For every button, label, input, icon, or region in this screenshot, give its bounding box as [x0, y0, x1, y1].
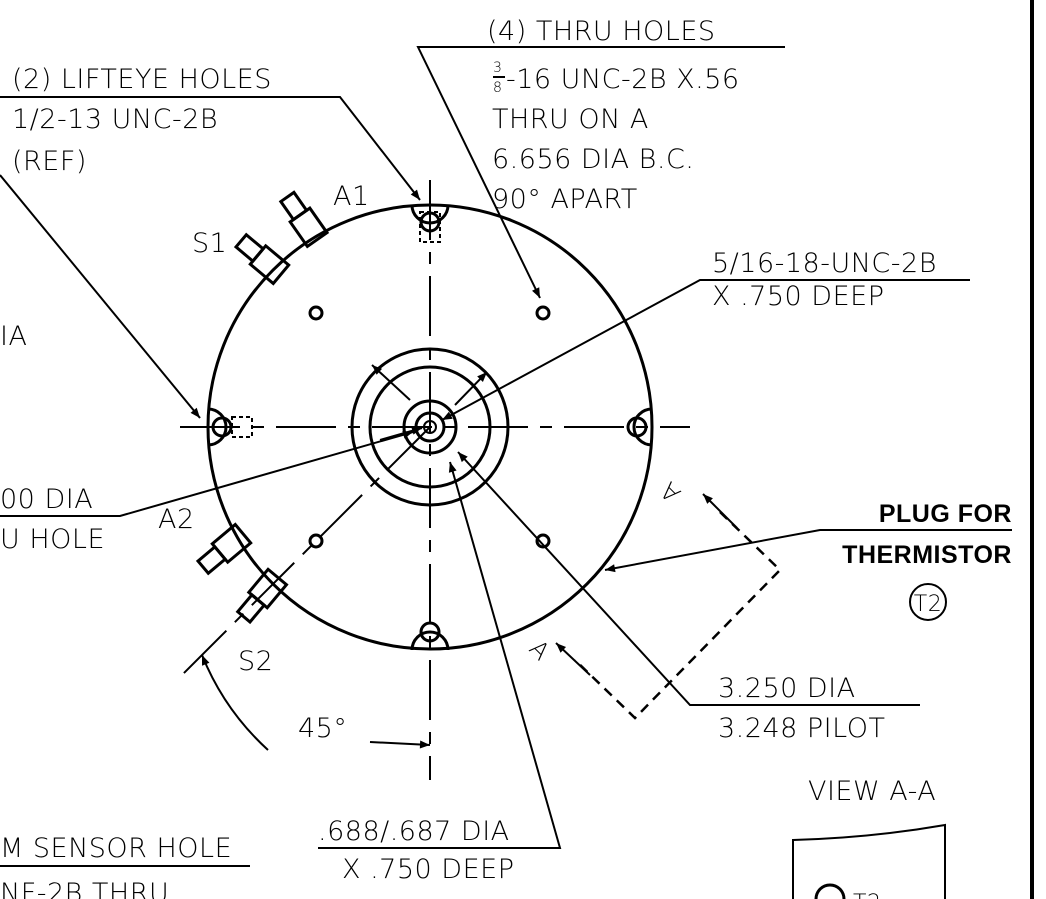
label: 3.248 PILOT	[718, 713, 885, 744]
label: IA	[0, 321, 27, 352]
labels: (4) THRU HOLES 3 8 -16 UNC-2B X.56 THRU …	[0, 16, 1012, 899]
label: (REF)	[12, 146, 87, 177]
label: A1	[333, 181, 370, 212]
label: S2	[238, 646, 273, 677]
label: (4) THRU HOLES	[487, 16, 716, 47]
label: T2	[853, 891, 881, 899]
label: 3.250 DIA	[718, 673, 856, 704]
label: U HOLE	[0, 524, 105, 555]
label: A	[654, 476, 686, 508]
page: {"thru_holes":{"title":"(4) THRU HOLES",…	[0, 0, 1046, 899]
label: 6.656 DIA B.C.	[492, 144, 694, 175]
label: S1	[192, 228, 227, 259]
label: 90° APART	[492, 184, 638, 215]
label: THERMISTOR	[842, 541, 1012, 569]
label: 45°	[298, 713, 347, 744]
label: A2	[158, 504, 195, 535]
label: 8	[493, 80, 502, 96]
label: 3	[493, 60, 502, 76]
label: THRU ON A	[492, 104, 649, 135]
label: T2	[914, 592, 942, 617]
label: PLUG FOR	[879, 500, 1012, 528]
label: -16 UNC-2B X.56	[506, 64, 740, 95]
label: 1/2-13 UNC-2B	[12, 104, 218, 135]
label: 00 DIA	[0, 484, 93, 515]
drawing: (4) THRU HOLES 3 8 -16 UNC-2B X.56 THRU …	[0, 0, 1046, 899]
label: .688/.687 DIA	[318, 816, 510, 847]
label: M SENSOR HOLE	[0, 833, 232, 864]
label: NF-2B THRU	[0, 878, 169, 899]
label: X .750 DEEP	[342, 854, 514, 885]
label: X .750 DEEP	[712, 281, 884, 312]
label: VIEW A-A	[808, 776, 936, 807]
label: A	[524, 634, 556, 666]
label: 5/16-18-UNC-2B	[712, 248, 937, 279]
label: (2) LIFTEYE HOLES	[12, 64, 272, 95]
